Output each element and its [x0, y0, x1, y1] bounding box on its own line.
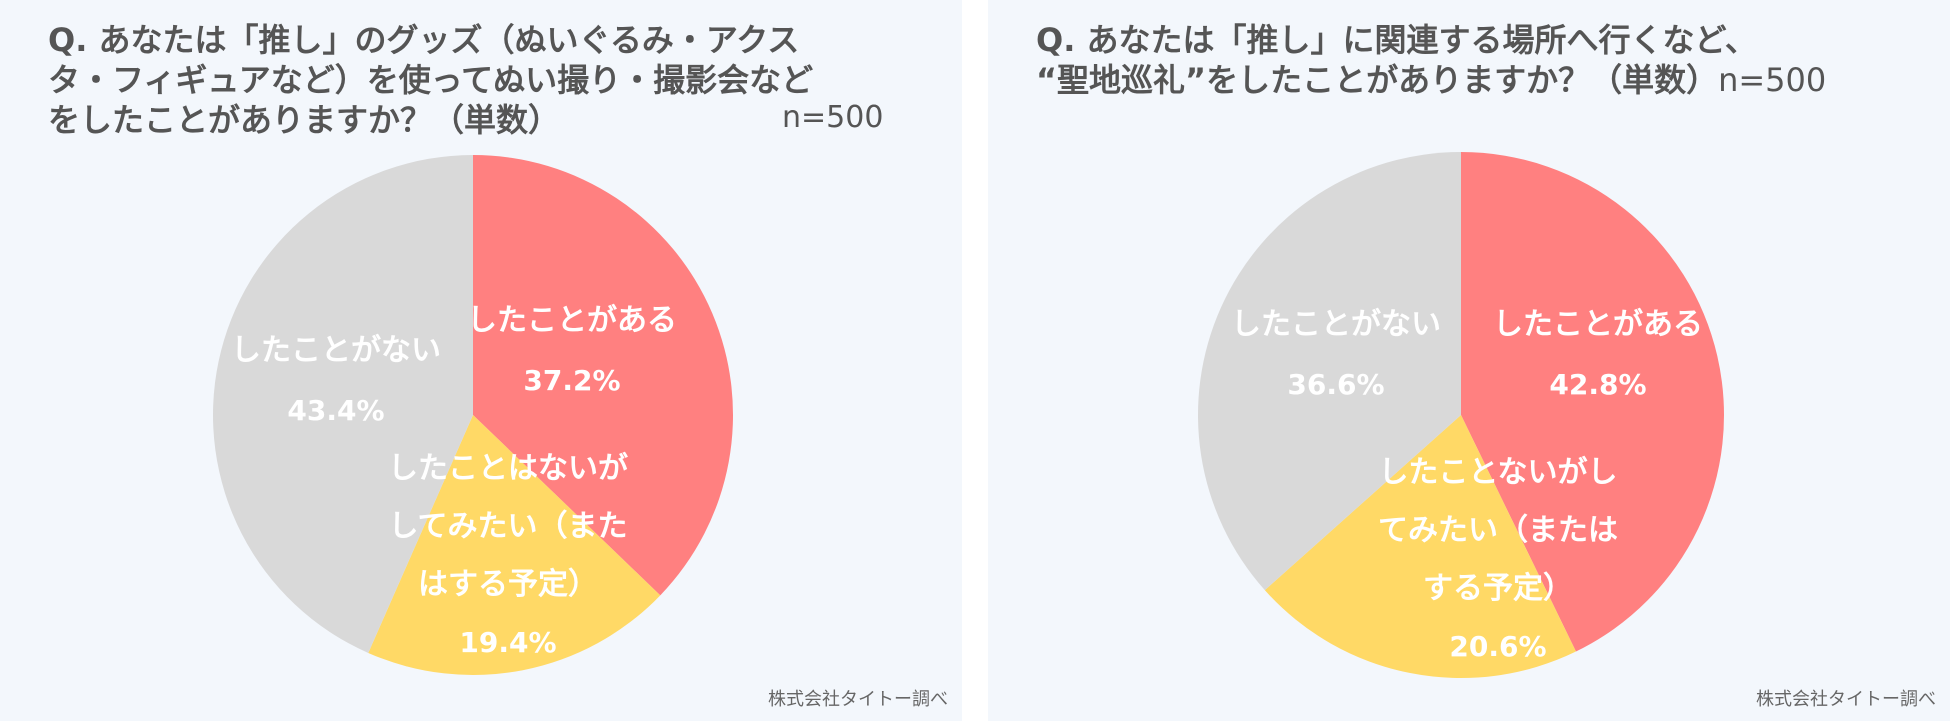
slice-value-label: 19.4% [459, 626, 556, 659]
pie-slice [1461, 152, 1724, 652]
chart-title-line: Q. あなたは「推し」に関連する場所へ行くなど、 [1036, 21, 1757, 59]
chart-title-text: “聖地巡礼”をしたことがありますか？（単数） [1036, 61, 1719, 99]
slice-label: したことがない [1231, 307, 1441, 342]
slice-label: はする予定） [418, 567, 598, 602]
slice-value-label: 20.6% [1449, 630, 1546, 663]
chart-title-line: タ・フィギュアなど）を使ってぬい撮り・撮影会など [48, 61, 814, 99]
slice-label: したことないがし [1378, 455, 1617, 490]
slice-value-label: 43.4% [287, 394, 384, 427]
chart-title-line: Q. あなたは「推し」のグッズ（ぬいぐるみ・アクス [48, 21, 800, 59]
source-credit: 株式会社タイトー調べ [1756, 689, 1936, 710]
chart-title: Q. あなたは「推し」のグッズ（ぬいぐるみ・アクス タ・フィギュアなど）を使って… [48, 20, 813, 140]
slice-label: てみたい（または [1378, 513, 1618, 548]
chart-title-line: “聖地巡礼”をしたことがありますか？（単数）n=500 [1036, 60, 1826, 100]
pie-slice [1198, 152, 1461, 591]
chart-panel-pilgrimage: Q. あなたは「推し」に関連する場所へ行くなど、 “聖地巡礼”をしたことがありま… [988, 0, 1950, 721]
source-credit: 株式会社タイトー調べ [768, 689, 948, 710]
slice-value-label: 36.6% [1287, 368, 1384, 401]
pie-slice [213, 155, 474, 653]
slice-value-label: 37.2% [523, 364, 620, 397]
slice-label: したことはないが [388, 451, 628, 486]
sample-size: n=500 [782, 100, 884, 135]
chart-title: Q. あなたは「推し」に関連する場所へ行くなど、 “聖地巡礼”をしたことがありま… [1036, 20, 1826, 100]
slice-label: したことがない [231, 333, 441, 368]
slice-label: したことがある [467, 303, 677, 338]
sample-size: n=500 [1718, 61, 1827, 99]
chart-title-line: をしたことがありますか？（単数） [48, 101, 561, 139]
pie-slice [368, 415, 661, 675]
pie-slice [1264, 415, 1576, 678]
slice-label: する予定） [1423, 571, 1573, 606]
chart-panel-goods-photo: Q. あなたは「推し」のグッズ（ぬいぐるみ・アクス タ・フィギュアなど）を使って… [0, 0, 962, 721]
slice-label: したことがある [1493, 307, 1703, 342]
pie-slice [473, 155, 733, 596]
slice-label: してみたい（また [388, 509, 627, 544]
slice-value-label: 42.8% [1549, 368, 1646, 401]
